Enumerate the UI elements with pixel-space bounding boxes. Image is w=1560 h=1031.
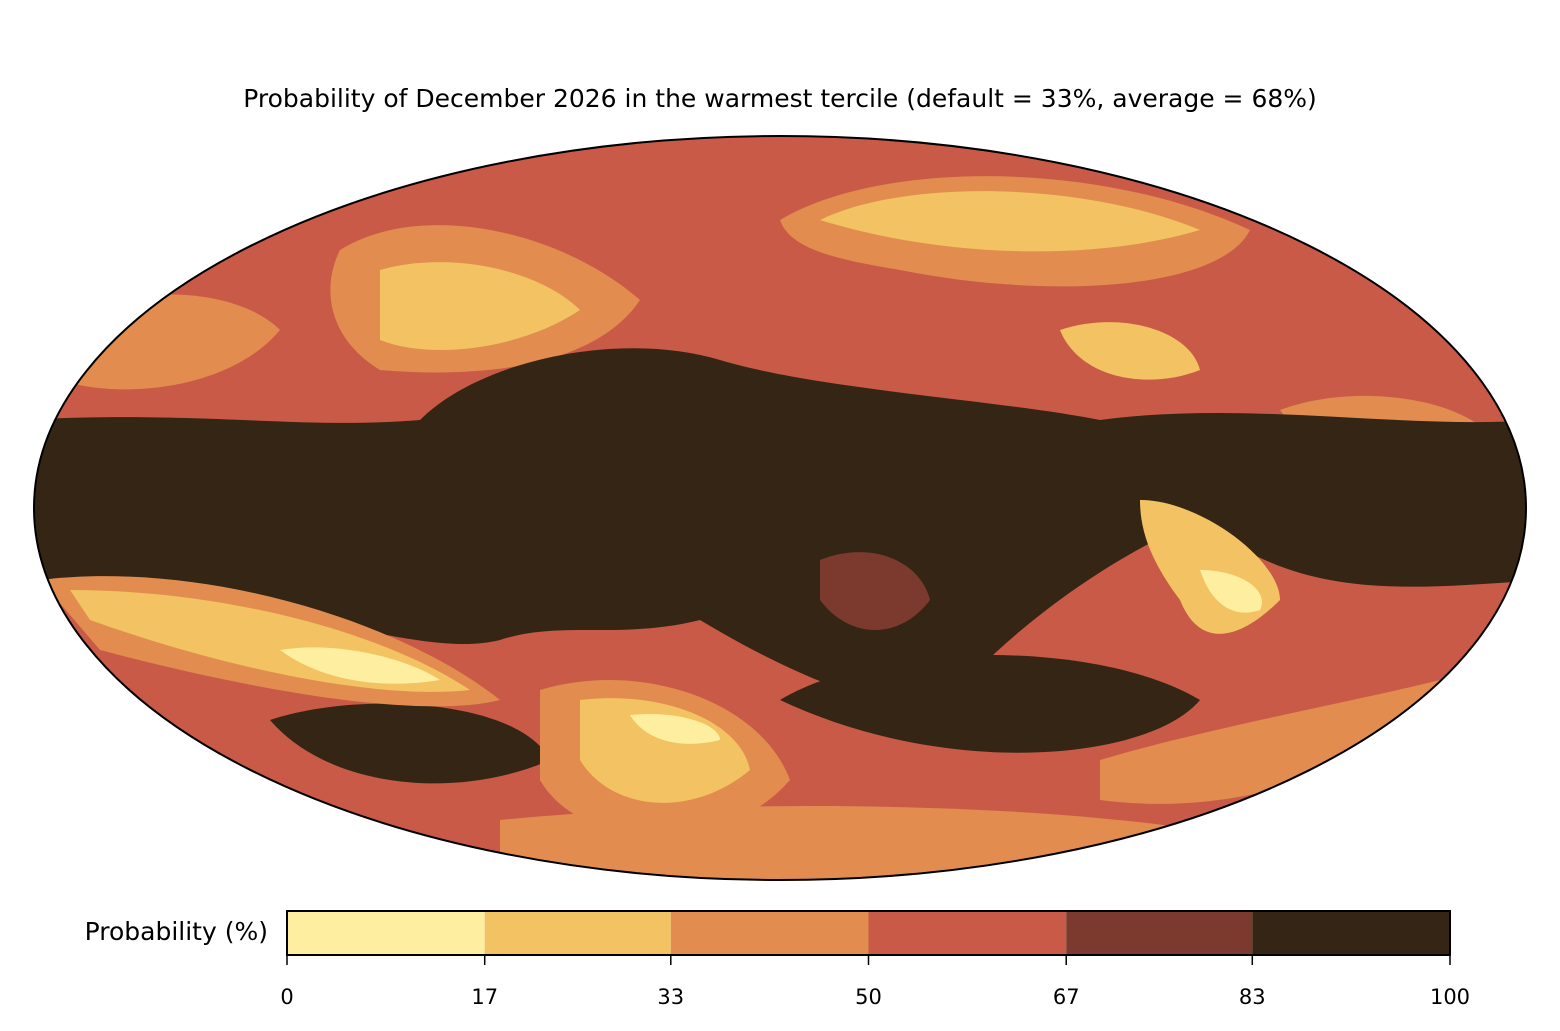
tick-label: 33 — [657, 985, 684, 1009]
colorbar-segment — [868, 911, 1067, 955]
field-region — [34, 348, 1526, 706]
tick-label: 0 — [280, 985, 293, 1009]
field-region — [380, 262, 580, 350]
colorbar: 0 17 33 50 67 83 100 — [280, 910, 1470, 1009]
tick-label: 50 — [855, 985, 882, 1009]
colorbar-label: Probability (%) — [85, 917, 268, 946]
colorbar-segment — [1252, 911, 1450, 955]
colorbar-segment — [670, 911, 869, 955]
tick-label: 67 — [1053, 985, 1080, 1009]
field-region — [500, 806, 1200, 880]
field-region — [1100, 680, 1440, 804]
field-region — [820, 191, 1200, 252]
tick-label: 100 — [1430, 985, 1470, 1009]
tick-label: 83 — [1239, 985, 1266, 1009]
map-outline — [33, 135, 1527, 881]
field-region — [1200, 570, 1262, 613]
field-region — [270, 703, 550, 784]
field-region — [280, 647, 440, 684]
colorbar-segment — [1066, 911, 1253, 955]
probability-field — [34, 136, 1526, 880]
field-region — [820, 552, 930, 630]
field-region — [1060, 322, 1200, 380]
map-title: Probability of December 2026 in the warm… — [243, 84, 1317, 113]
colorbar-segment — [484, 911, 671, 955]
field-region — [780, 655, 1200, 753]
tick-label: 17 — [471, 985, 498, 1009]
field-region — [580, 698, 750, 803]
field-region — [630, 714, 720, 744]
colorbar-segment — [287, 911, 485, 955]
